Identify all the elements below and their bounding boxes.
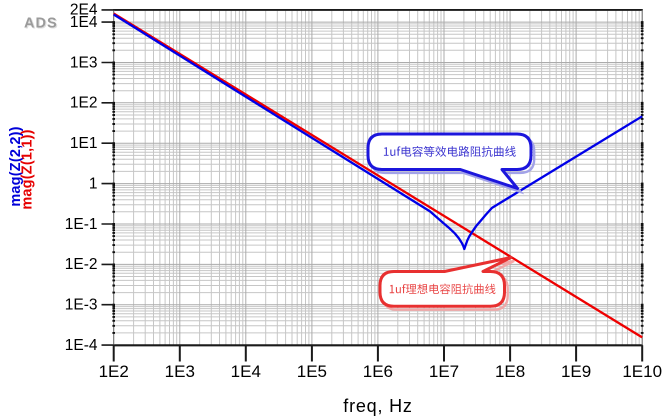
svg-text:mag(Z(2,2)): mag(Z(2,2)) <box>8 126 24 206</box>
svg-text:1E1: 1E1 <box>70 135 98 152</box>
svg-text:1E2: 1E2 <box>99 362 129 381</box>
svg-text:1E-2: 1E-2 <box>65 256 98 273</box>
svg-text:1E3: 1E3 <box>70 54 98 71</box>
svg-text:1E8: 1E8 <box>495 362 525 381</box>
svg-text:mag(Z(1,1)): mag(Z(1,1)) <box>19 129 35 209</box>
svg-text:1E5: 1E5 <box>297 362 327 381</box>
svg-text:1E9: 1E9 <box>561 362 591 381</box>
svg-text:1E2: 1E2 <box>70 95 98 112</box>
svg-text:1E7: 1E7 <box>429 362 459 381</box>
svg-text:1E6: 1E6 <box>363 362 393 381</box>
svg-text:1E10: 1E10 <box>622 362 662 381</box>
svg-text:ADS: ADS <box>25 17 59 33</box>
svg-text:ADS: ADS <box>24 15 58 31</box>
svg-text:1: 1 <box>89 175 98 192</box>
svg-text:freq, Hz: freq, Hz <box>343 396 412 416</box>
svg-text:1E-3: 1E-3 <box>65 297 98 314</box>
svg-text:1E4: 1E4 <box>231 362 261 381</box>
svg-text:1E-4: 1E-4 <box>65 337 98 354</box>
svg-text:1E-1: 1E-1 <box>65 216 98 233</box>
svg-text:2E4: 2E4 <box>70 2 98 19</box>
svg-text:1E3: 1E3 <box>165 362 195 381</box>
svg-text:1E4: 1E4 <box>70 14 98 31</box>
